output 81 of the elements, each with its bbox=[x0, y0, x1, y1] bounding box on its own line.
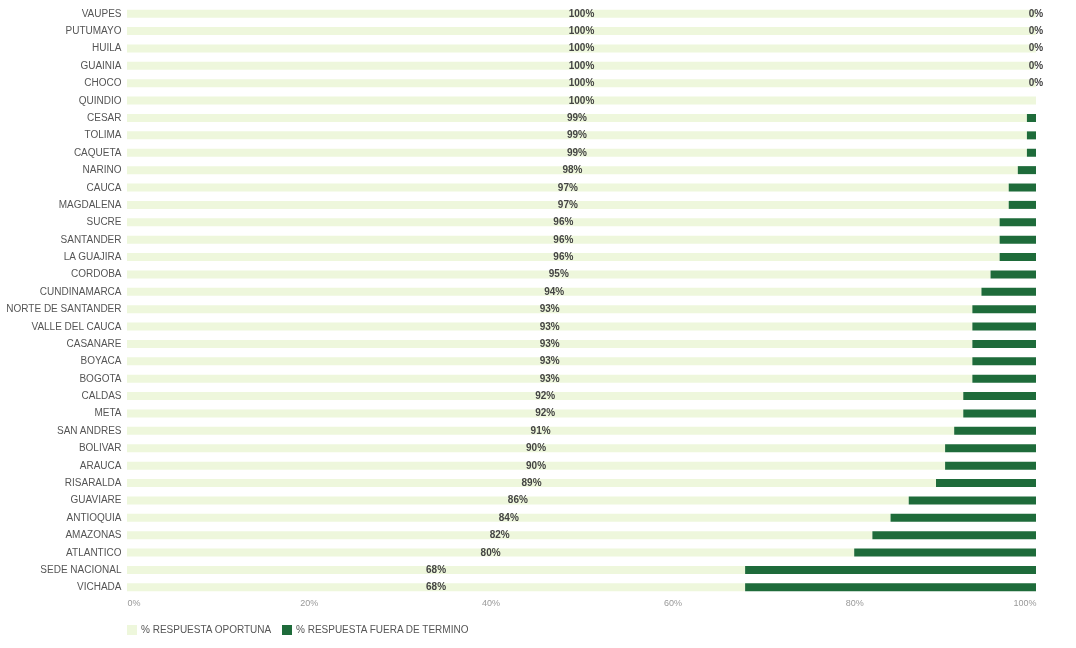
y-tick-label: CAUCA bbox=[86, 181, 122, 193]
data-label: 99% bbox=[566, 129, 588, 141]
data-label: 100% bbox=[568, 25, 595, 37]
y-tick-label: CALDAS bbox=[81, 390, 122, 402]
y-tick-label: NARINO bbox=[82, 164, 122, 176]
data-label: 90% bbox=[526, 459, 547, 471]
data-label: 100% bbox=[568, 7, 595, 19]
y-tick-label: VALLE DEL CAUCA bbox=[31, 320, 122, 332]
data-label: 100% bbox=[568, 59, 595, 71]
y-tick-label: CUNDINAMARCA bbox=[39, 285, 122, 297]
y-tick-label: GUAINIA bbox=[80, 59, 122, 71]
data-label: 96% bbox=[553, 251, 574, 263]
data-label: 0% bbox=[1028, 7, 1044, 19]
data-label: 86% bbox=[507, 494, 528, 506]
y-tick-label: GUAVIARE bbox=[70, 494, 122, 506]
data-label: 93% bbox=[539, 320, 560, 332]
data-label: 96% bbox=[553, 233, 574, 245]
x-tick-label: 100% bbox=[1013, 597, 1037, 608]
y-tick-label: SAN ANDRES bbox=[57, 424, 122, 436]
y-tick-label: VICHADA bbox=[77, 581, 122, 593]
data-label: 68% bbox=[426, 563, 447, 575]
data-label: 92% bbox=[535, 390, 556, 402]
x-tick-label: 0% bbox=[127, 597, 141, 608]
y-tick-label: ATLANTICO bbox=[66, 546, 122, 558]
y-tick-label: SEDE NACIONAL bbox=[40, 563, 122, 575]
data-label: 0% bbox=[1028, 25, 1044, 37]
y-tick-label: CESAR bbox=[87, 111, 122, 123]
data-label: 96% bbox=[553, 216, 574, 228]
data-label: 82% bbox=[489, 529, 510, 541]
data-label: 84% bbox=[498, 511, 519, 523]
data-label: 100% bbox=[568, 42, 595, 54]
data-label: 98% bbox=[562, 164, 583, 176]
y-tick-label: BOLIVAR bbox=[78, 442, 122, 454]
x-tick-label: 20% bbox=[300, 597, 319, 608]
data-label: 0% bbox=[1028, 42, 1044, 54]
x-tick-label: 60% bbox=[663, 597, 682, 608]
legend-label: % RESPUESTA OPORTUNA bbox=[141, 624, 272, 635]
data-label: 100% bbox=[568, 77, 595, 89]
data-label: 93% bbox=[539, 355, 560, 367]
y-tick-label: QUINDIO bbox=[78, 94, 122, 106]
y-tick-label: VAUPES bbox=[81, 7, 122, 19]
y-tick-label: CAQUETA bbox=[73, 146, 122, 158]
y-tick-label: SANTANDER bbox=[60, 233, 122, 245]
data-label: 90% bbox=[526, 442, 547, 454]
data-label: 94% bbox=[544, 285, 565, 297]
y-tick-label: MAGDALENA bbox=[58, 198, 122, 210]
data-label: 95% bbox=[548, 268, 569, 280]
data-label: 92% bbox=[535, 407, 556, 419]
x-tick-label: 40% bbox=[482, 597, 501, 608]
y-tick-label: NORTE DE SANTANDER bbox=[6, 303, 122, 315]
data-label: 0% bbox=[1028, 77, 1044, 89]
y-tick-label: BOYACA bbox=[80, 355, 122, 367]
data-label: 91% bbox=[530, 424, 551, 436]
y-tick-label: SUCRE bbox=[86, 216, 122, 228]
legend-label: % RESPUESTA FUERA DE TERMINO bbox=[296, 624, 469, 635]
data-label: 93% bbox=[539, 303, 560, 315]
data-label: 99% bbox=[566, 146, 588, 158]
y-tick-label: LA GUAJIRA bbox=[63, 251, 122, 263]
data-label: 99% bbox=[566, 111, 588, 123]
y-tick-label: CASANARE bbox=[66, 337, 122, 349]
data-label: 97% bbox=[557, 181, 578, 193]
data-label: 0% bbox=[1028, 59, 1044, 71]
data-label: 93% bbox=[539, 337, 560, 349]
data-label: 93% bbox=[539, 372, 560, 384]
data-label: 68% bbox=[426, 581, 447, 593]
y-tick-label: RISARALDA bbox=[64, 477, 122, 489]
y-tick-label: PUTUMAYO bbox=[65, 25, 122, 37]
y-tick-label: ARAUCA bbox=[79, 459, 122, 471]
y-tick-label: CHOCO bbox=[84, 77, 122, 89]
data-label: 100% bbox=[568, 94, 595, 106]
x-tick-label: 80% bbox=[845, 597, 864, 608]
y-tick-label: TOLIMA bbox=[84, 129, 122, 141]
y-tick-label: BOGOTA bbox=[79, 372, 122, 384]
data-label: 97% bbox=[557, 198, 578, 210]
y-tick-label: HUILA bbox=[92, 42, 122, 54]
data-label: 89% bbox=[521, 477, 542, 489]
y-tick-label: META bbox=[94, 407, 122, 419]
y-tick-label: AMAZONAS bbox=[65, 529, 122, 541]
y-tick-label: CORDOBA bbox=[70, 268, 122, 280]
y-tick-label: ANTIOQUIA bbox=[66, 511, 122, 523]
data-label: 80% bbox=[480, 546, 501, 558]
